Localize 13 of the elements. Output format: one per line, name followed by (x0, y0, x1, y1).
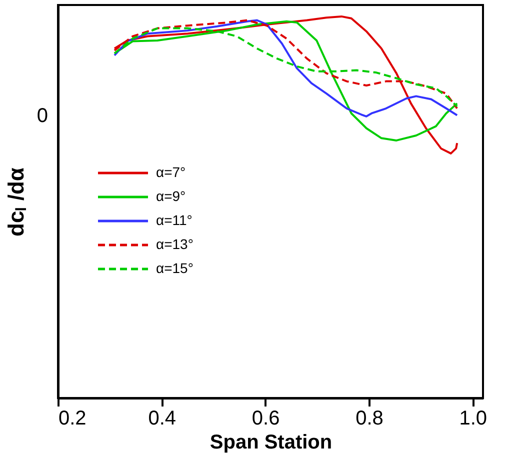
x-tick-label: 0.6 (252, 408, 280, 430)
x-tick-label: 0.2 (58, 408, 86, 430)
x-tick-label: 0.4 (148, 408, 176, 430)
x-tick-label: 1.0 (459, 408, 488, 430)
legend-label: α=9° (156, 188, 186, 204)
x-tick-label: 0.8 (356, 408, 384, 430)
legend-label: α=11° (156, 212, 192, 228)
legend-label: α=15° (156, 260, 194, 276)
x-axis-title: Span Station (210, 432, 332, 454)
y-axis-title: dcₗ /dα (4, 167, 28, 236)
legend-label: α=13° (156, 236, 194, 252)
text: 0 (36, 105, 48, 127)
legend-label: α=7° (156, 164, 186, 180)
